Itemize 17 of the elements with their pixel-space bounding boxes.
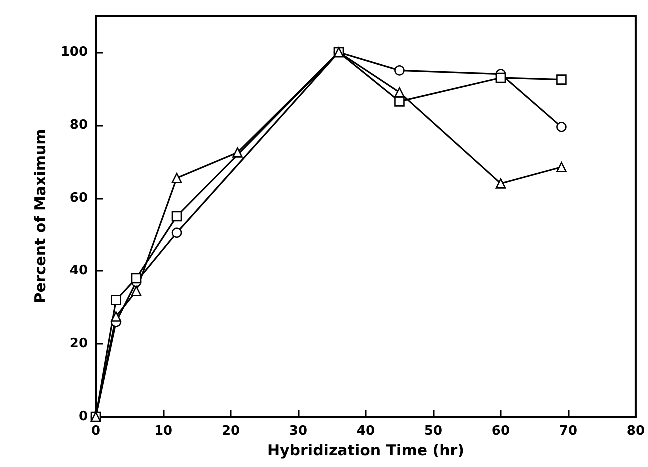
y-tick-label: 0 <box>78 410 88 424</box>
x-tick-label: 0 <box>91 424 101 439</box>
y-tick-label: 20 <box>70 336 88 352</box>
x-tick-label: 40 <box>356 424 376 439</box>
x-axis-title: Hybridization Time (hr) <box>267 442 464 460</box>
y-tick-label: 40 <box>70 264 88 279</box>
x-tick-label: 20 <box>222 424 240 439</box>
y-tick-label: 100 <box>60 44 88 60</box>
x-tick-label: 80 <box>626 424 645 439</box>
x-tick-label: 50 <box>424 424 443 439</box>
x-tick-label: 70 <box>559 424 578 439</box>
y-tick-label: 80 <box>70 118 88 133</box>
y-tick-label: 60 <box>70 190 88 206</box>
x-tick-label: 10 <box>154 424 173 439</box>
x-tick-label: 30 <box>289 424 308 439</box>
x-tick-label: 60 <box>492 424 510 439</box>
y-axis-title: Percent of Maximum <box>32 129 50 304</box>
